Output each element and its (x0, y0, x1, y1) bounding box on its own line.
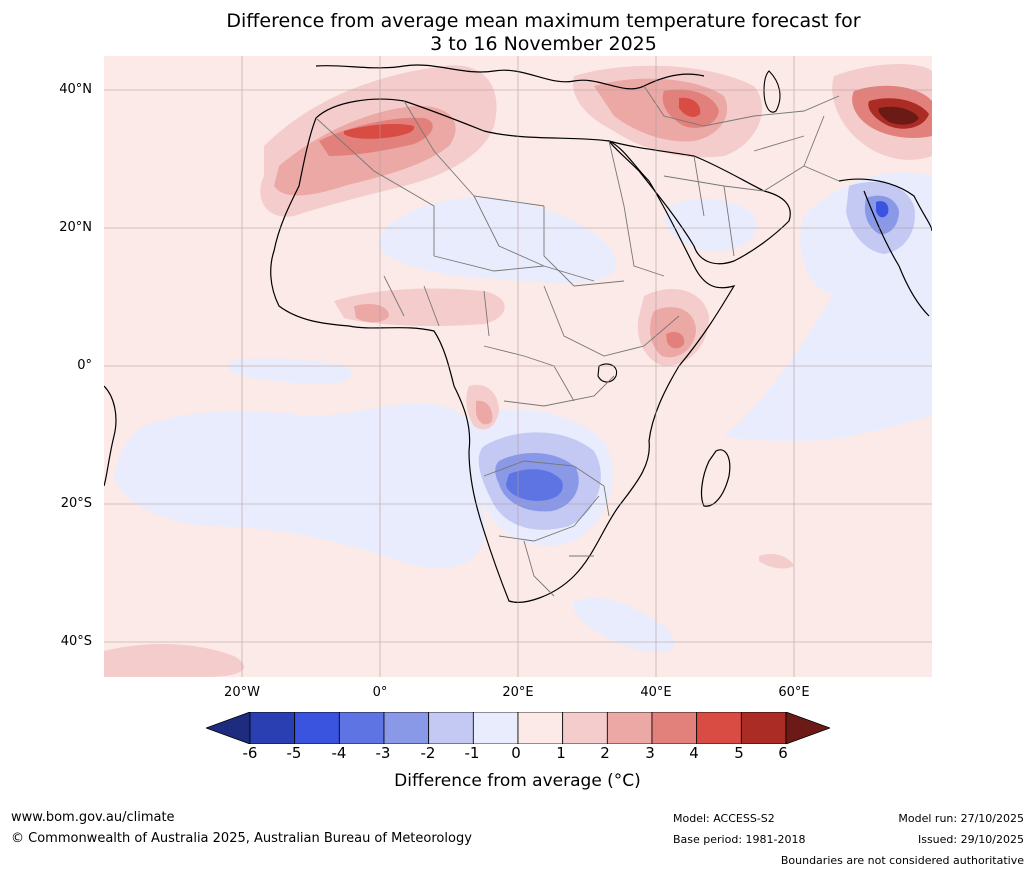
lat-label-equator: 0° (77, 358, 92, 373)
lat-label-20n: 20°N (59, 220, 92, 235)
colorbar-low-extension (206, 712, 251, 744)
colorbar-box (606, 712, 653, 744)
colorbar-box (740, 712, 787, 744)
colorbar-tick: -1 (464, 744, 480, 762)
anomaly-region-east-africa-warm (759, 554, 794, 569)
colorbar-tick: 1 (556, 744, 566, 762)
footer-url[interactable]: www.bom.gov.au/climate (11, 810, 175, 825)
lon-label-0: 0° (372, 685, 388, 700)
anomaly-region-arabia-cool (664, 198, 757, 251)
colorbar-tick: 6 (778, 744, 788, 762)
colorbar-tick: 0 (511, 744, 521, 762)
india-coastline (838, 178, 932, 317)
lat-label-40n: 40°N (59, 82, 92, 97)
footer-base-period: Base period: 1981-2018 (673, 833, 806, 846)
colorbar-box (428, 712, 474, 744)
colorbar-tick: -2 (420, 744, 436, 762)
title-line-2: 3 to 16 November 2025 (430, 33, 657, 55)
lon-label-20e: 20°E (502, 685, 534, 700)
colorbar-box (562, 712, 608, 744)
country-borders (315, 85, 840, 597)
colorbar-tick: -4 (331, 744, 347, 762)
colorbar-box (249, 712, 296, 744)
title-line-1: Difference from average mean maximum tem… (226, 10, 861, 32)
south-america-coastline (104, 385, 117, 487)
footer-disclaimer: Boundaries are not considered authoritat… (780, 854, 1024, 867)
caspian-sea-coastline (763, 70, 781, 113)
temperature-anomaly-map (104, 56, 932, 677)
colorbar-box (338, 712, 385, 744)
anomaly-region-north-africa-plus4 (344, 123, 415, 139)
anomaly-region-southern-africa-minus4 (506, 469, 563, 501)
colorbar-box (696, 712, 742, 744)
anomaly-region-south-atlantic-cool (114, 403, 486, 568)
anomaly-region-equatorial-atlantic-cool (229, 358, 353, 385)
colorbar-boxes (249, 712, 787, 744)
footer-issued: Issued: 29/10/2025 (917, 833, 1024, 846)
colorbar-tick: 3 (645, 744, 655, 762)
colorbar-box (517, 712, 564, 744)
lon-label-20w: 20°W (224, 685, 260, 700)
colorbar-label: Difference from average (°C) (394, 771, 641, 791)
colorbar-tick: -3 (375, 744, 391, 762)
footer-copyright: © Commonwealth of Australia 2025, Austra… (11, 831, 472, 846)
footer-model-run: Model run: 27/10/2025 (898, 812, 1024, 825)
footer-model: Model: ACCESS-S2 (673, 812, 775, 825)
colorbar-high-extension (785, 712, 830, 744)
colorbar-tick: 5 (734, 744, 744, 762)
colorbar (206, 712, 830, 744)
colorbar-tick: -6 (242, 744, 258, 762)
anomaly-region-congo-plus2 (476, 400, 493, 425)
lon-label-60e: 60°E (778, 685, 810, 700)
colorbar-tick: 4 (689, 744, 699, 762)
anomaly-region-india-minus4 (876, 201, 889, 218)
anomaly-region-southern-ocean-cool (574, 597, 675, 653)
lat-label-40s: 40°S (60, 634, 92, 649)
anomaly-region-central-asia-plus6 (878, 106, 919, 125)
colorbar-box (651, 712, 698, 744)
colorbar-box (383, 712, 430, 744)
anomaly-region-horn-of-africa-plus3 (666, 332, 685, 349)
lake-victoria-coastline (597, 363, 618, 383)
anomaly-region-south-atlantic-warm (104, 644, 244, 677)
map-canvas (104, 56, 932, 677)
madagascar-coastline (700, 449, 731, 507)
map-graticule (104, 56, 932, 677)
colorbar-tick: 2 (600, 744, 610, 762)
lon-label-40e: 40°E (640, 685, 672, 700)
anomaly-region-sahel-cool (379, 197, 616, 284)
colorbar-box (294, 712, 340, 744)
colorbar-tick: -5 (286, 744, 302, 762)
colorbar-box (472, 712, 519, 744)
lat-label-20s: 20°S (60, 496, 92, 511)
map-title: Difference from average mean maximum tem… (0, 10, 1035, 56)
anomaly-region-middle-east-plus4 (679, 97, 701, 117)
